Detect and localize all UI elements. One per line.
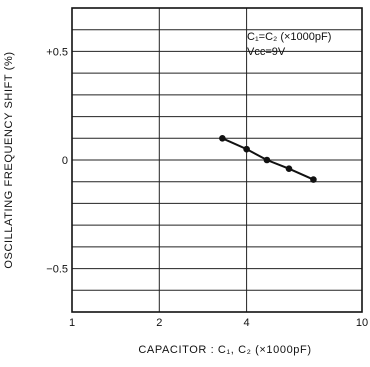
x-axis-label: CAPACITOR : C₁, C₂ (×1000pF) <box>138 344 311 356</box>
data-point <box>219 134 226 142</box>
y-tick-label: +0.5 <box>46 46 68 58</box>
series-layer <box>219 134 317 183</box>
data-point <box>310 176 317 183</box>
annotation-supply-voltage: Vcc=9V <box>247 46 286 58</box>
y-tick-label: −0.5 <box>46 264 68 276</box>
x-tick-label: 2 <box>156 317 162 329</box>
grid-layer <box>72 8 362 312</box>
x-tick-label: 4 <box>244 317 250 329</box>
y-tick-label: 0 <box>62 155 68 167</box>
y-axis-label: OSCILLATING FREQUENCY SHIFT (%) <box>3 51 15 268</box>
data-point <box>243 145 250 153</box>
x-tick-label: 1 <box>69 317 75 329</box>
data-point <box>285 165 293 172</box>
annotation-capacitance: C₁=C₂ (×1000pF) <box>247 31 331 43</box>
tick-labels: 1 2 4 10 +0.5 0 −0.5 <box>46 46 368 329</box>
data-point <box>263 156 271 164</box>
x-tick-label: 10 <box>356 317 368 329</box>
plot-frame <box>71 7 363 313</box>
